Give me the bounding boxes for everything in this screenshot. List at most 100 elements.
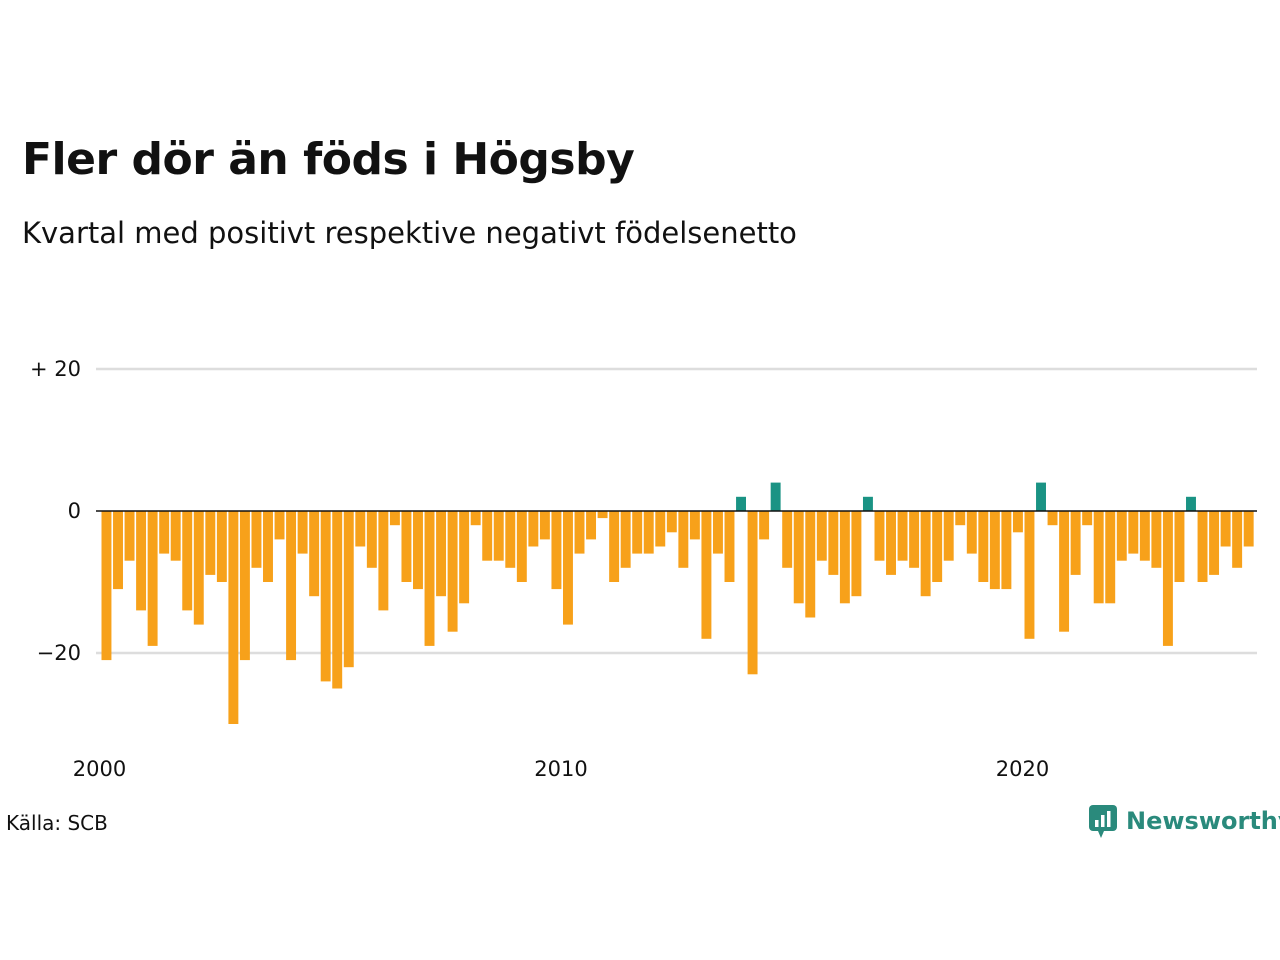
bar xyxy=(909,511,920,568)
bar xyxy=(1070,511,1081,575)
bar xyxy=(897,511,908,561)
bar xyxy=(332,511,343,689)
y-axis-labels: + 20 0 −20 xyxy=(30,357,81,665)
bar xyxy=(1220,511,1231,547)
bar xyxy=(862,496,873,511)
bar xyxy=(736,496,746,511)
bar xyxy=(1059,511,1070,632)
bar xyxy=(1116,511,1127,561)
bar xyxy=(482,511,493,561)
bar xyxy=(920,511,931,597)
bar xyxy=(609,511,620,582)
bar xyxy=(159,511,170,554)
bar xyxy=(228,511,239,724)
y-tick-label: + 20 xyxy=(30,357,81,381)
x-tick-label: 2000 xyxy=(73,757,126,781)
bar xyxy=(655,511,666,547)
bar xyxy=(216,511,227,582)
bar xyxy=(643,511,654,554)
bar xyxy=(782,511,793,568)
bar xyxy=(1186,496,1196,511)
bar xyxy=(343,511,354,668)
bar xyxy=(493,511,504,561)
bar xyxy=(193,511,204,625)
bar xyxy=(955,511,966,526)
bars xyxy=(101,482,1254,724)
bar xyxy=(436,511,447,597)
bar xyxy=(182,511,193,611)
newsworthy-chart-icon xyxy=(1089,805,1117,838)
x-axis-labels: 2000 2010 2020 xyxy=(73,757,1049,781)
bar xyxy=(147,511,158,646)
bar xyxy=(943,511,954,561)
bar xyxy=(1012,511,1023,533)
bar xyxy=(632,511,643,554)
bar-chart: + 20 0 −20 2000 2010 2020 xyxy=(30,357,1257,781)
bar xyxy=(251,511,262,568)
bar xyxy=(124,511,135,561)
bar xyxy=(770,482,781,511)
bar xyxy=(689,511,700,540)
bar xyxy=(712,511,723,554)
brand-name: Newsworthy xyxy=(1126,807,1280,835)
bar xyxy=(759,511,770,540)
bar xyxy=(839,511,850,604)
bar xyxy=(1128,511,1139,554)
bar xyxy=(528,511,539,547)
bar xyxy=(816,511,827,561)
bar xyxy=(1232,511,1243,568)
bar xyxy=(886,511,896,575)
bar xyxy=(1093,511,1104,604)
bar xyxy=(805,511,816,618)
source-note: Källa: SCB xyxy=(6,811,108,835)
bar xyxy=(851,511,862,597)
bar xyxy=(1105,511,1116,604)
bar xyxy=(1047,511,1058,526)
bar xyxy=(724,511,735,582)
bar xyxy=(1162,511,1173,646)
bar xyxy=(1151,511,1162,568)
bar xyxy=(793,511,804,604)
bar xyxy=(1024,511,1035,639)
bar xyxy=(1174,511,1185,582)
bar xyxy=(678,511,689,568)
bar xyxy=(274,511,285,540)
bar xyxy=(1209,511,1220,575)
bar xyxy=(286,511,297,661)
bar xyxy=(297,511,308,554)
bar xyxy=(355,511,366,547)
bar xyxy=(747,511,758,675)
bar xyxy=(239,511,250,661)
bar xyxy=(563,511,573,625)
bar xyxy=(574,511,585,554)
bar xyxy=(424,511,435,646)
bar xyxy=(1243,511,1254,547)
bar xyxy=(459,511,470,604)
bar xyxy=(320,511,331,682)
bar xyxy=(447,511,458,632)
bar xyxy=(989,511,1000,590)
y-tick-label: −20 xyxy=(37,641,81,665)
bar xyxy=(539,511,550,540)
bar xyxy=(666,511,677,533)
bar xyxy=(597,511,608,519)
bar xyxy=(505,511,516,568)
bar xyxy=(1197,511,1208,582)
bar xyxy=(401,511,412,582)
bar xyxy=(586,511,597,540)
bar xyxy=(263,511,273,582)
bar xyxy=(389,511,400,526)
bar xyxy=(470,511,481,526)
y-tick-label: 0 xyxy=(68,499,81,523)
bar xyxy=(551,511,562,590)
bar xyxy=(874,511,885,561)
bar xyxy=(366,511,377,568)
bar xyxy=(701,511,712,639)
chart-title: Fler dör än föds i Högsby xyxy=(22,134,635,185)
bar xyxy=(932,511,943,582)
bar xyxy=(136,511,147,611)
bar xyxy=(1036,482,1046,511)
brand-logo[interactable]: Newsworthy xyxy=(1088,803,1280,839)
bar xyxy=(170,511,181,561)
chart-subtitle: Kvartal med positivt respektive negativt… xyxy=(22,216,797,250)
